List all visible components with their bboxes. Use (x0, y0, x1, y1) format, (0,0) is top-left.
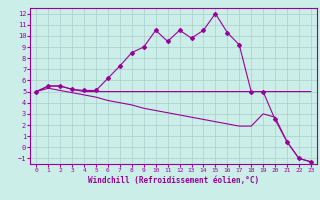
X-axis label: Windchill (Refroidissement éolien,°C): Windchill (Refroidissement éolien,°C) (88, 176, 259, 185)
